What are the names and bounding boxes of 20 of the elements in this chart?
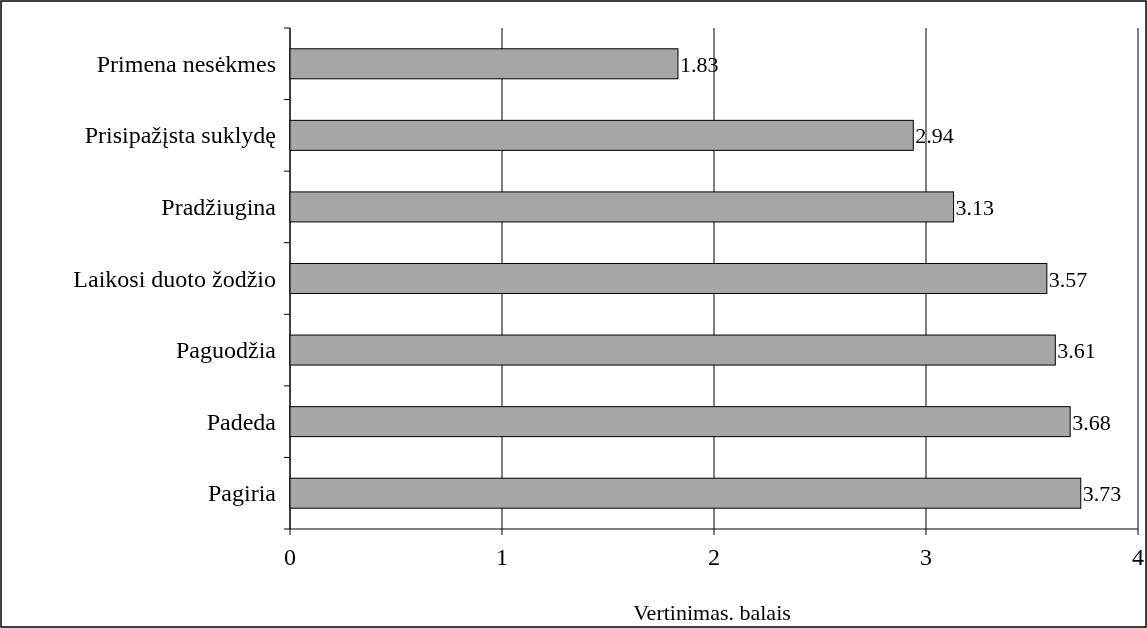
y-tick-label: Pagiria <box>208 480 277 507</box>
y-tick-label: Pradžiugina <box>161 193 277 220</box>
y-tick-label: Laikosi duoto žodžio <box>73 265 276 292</box>
data-label: 3.68 <box>1072 409 1111 435</box>
y-tick-label: Prisipažįsta suklydę <box>84 122 276 149</box>
x-axis-title: Vertinimas. balais <box>633 600 791 625</box>
data-label: 3.73 <box>1082 481 1122 507</box>
data-label: 2.94 <box>915 123 954 149</box>
data-label: 3.13 <box>955 194 995 220</box>
x-tick-label: 3 <box>920 544 932 570</box>
y-tick-label: Paguodžia <box>176 337 277 364</box>
y-tick-label: Primena nesėkmes <box>96 50 276 77</box>
data-label: 3.57 <box>1048 266 1088 292</box>
data-label: 3.61 <box>1057 338 1096 364</box>
x-tick-label: 0 <box>284 544 296 570</box>
x-tick-label: 2 <box>708 544 720 570</box>
y-tick-label: Padeda <box>206 408 277 435</box>
x-tick-label: 4 <box>1132 544 1144 570</box>
x-tick-label: 1 <box>496 544 508 570</box>
data-label: 1.83 <box>679 51 719 77</box>
